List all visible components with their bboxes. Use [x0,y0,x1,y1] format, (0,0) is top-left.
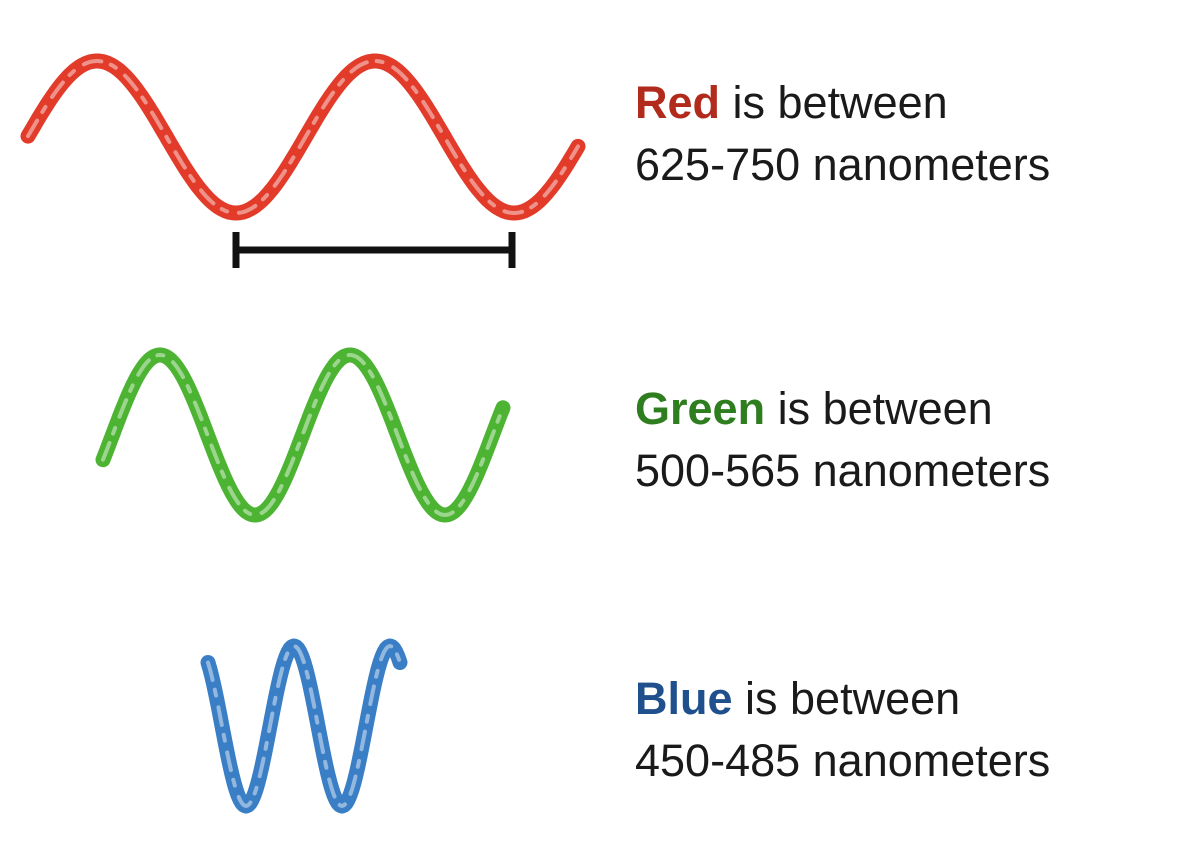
green-label-suffix: is between [765,383,993,434]
blue-wave-texture [206,643,402,809]
red-label-suffix: is between [720,77,948,128]
green-range: 500-565 nanometers [635,445,1051,496]
red-wave [20,53,586,221]
red-caption-line-1: Red is between [635,72,1050,134]
blue-label-suffix: is between [732,673,961,724]
blue-caption: Blue is between 450-485 nanometers [635,668,1050,792]
red-label: Red [635,77,721,128]
green-caption: Green is between 500-565 nanometers [635,378,1050,502]
blue-caption-line-1: Blue is between [635,668,1050,730]
red-range: 625-750 nanometers [635,139,1051,190]
red-wave-texture [26,59,580,216]
blue-range: 450-485 nanometers [635,735,1051,786]
blue-wave [200,638,408,814]
green-label: Green [635,383,766,434]
wavelength-bracket [232,232,516,268]
green-caption-line-1: Green is between [635,378,1050,440]
green-wave-texture [101,353,505,518]
green-wave [95,347,511,523]
red-caption: Red is between 625-750 nanometers [635,72,1050,196]
blue-label: Blue [635,673,733,724]
